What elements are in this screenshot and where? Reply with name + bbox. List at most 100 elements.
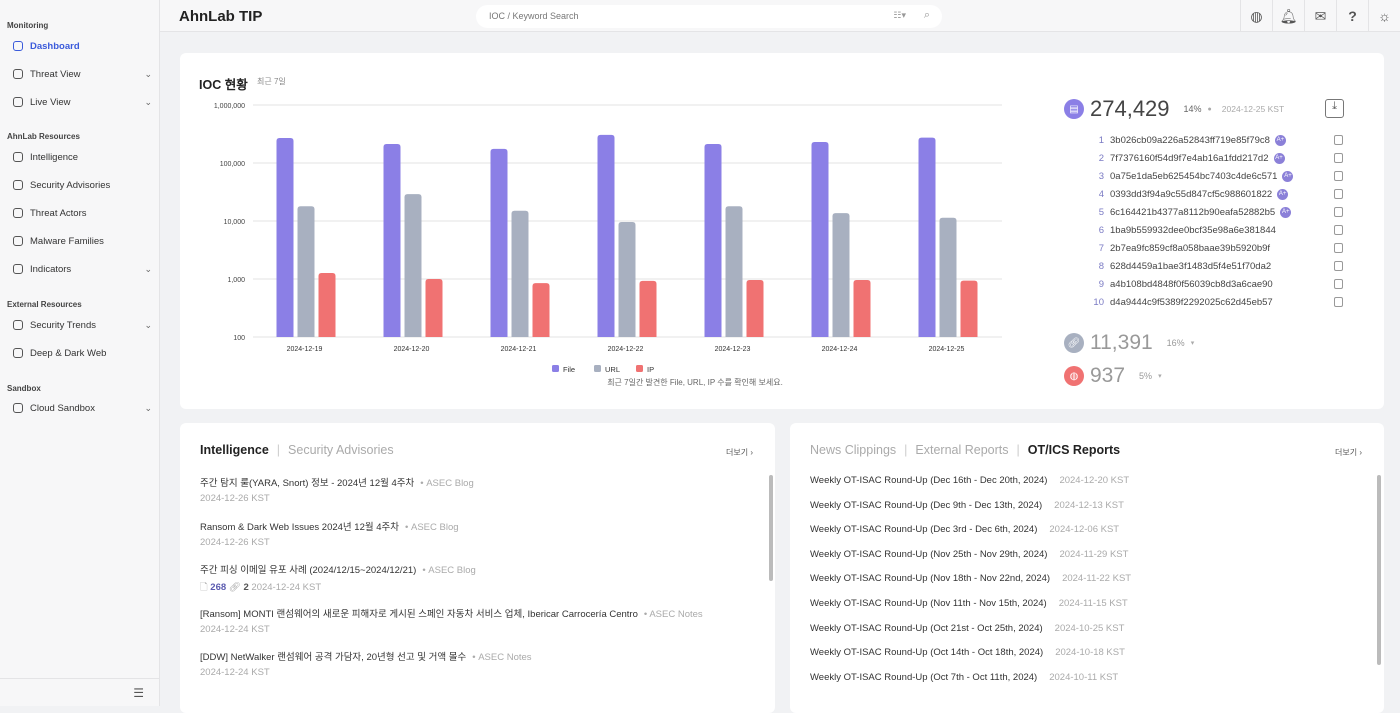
report-title[interactable]: Weekly OT-ISAC Round-Up (Oct 21st - Oct … [810,622,1043,634]
chevron-down-icon[interactable]: ⌄ [144,68,152,79]
hash-row[interactable]: 8 628d4459a1bae3f1483d5f4e51f70da2 [1088,257,1348,275]
hash-row[interactable]: 5 6c164421b4377a8112b90eafa52882b5 A+ [1088,203,1348,221]
hash-value[interactable]: 6c164421b4377a8112b90eafa52882b5 [1110,206,1276,218]
intel-item[interactable]: 주간 탐지 룰(YARA, Snort) 정보 - 2024년 12월 4주차 •… [200,478,474,489]
file-icon: 🗋︎ [200,582,208,593]
item-source: ASEC Notes [478,652,532,663]
chevron-down-icon[interactable]: ⌄ [144,263,152,274]
report-title[interactable]: Weekly OT-ISAC Round-Up (Nov 25th - Nov … [810,548,1048,560]
copy-clipboard-icon[interactable] [1334,261,1343,271]
globe-icon[interactable]: ◍ [1240,0,1272,32]
report-title[interactable]: Weekly OT-ISAC Round-Up (Dec 16th - Dec … [810,475,1048,486]
report-item[interactable]: Weekly OT-ISAC Round-Up (Nov 18th - Nov … [810,573,1131,584]
sidebar-item-security-advisories[interactable]: Security Advisories [8,175,152,195]
copy-clipboard-icon[interactable] [1334,189,1343,199]
hash-value[interactable]: 628d4459a1bae3f1483d5f4e51f70da2 [1110,260,1272,272]
copy-clipboard-icon[interactable] [1334,153,1343,163]
tab-ot-ics-reports[interactable]: OT/ICS Reports [1027,443,1121,457]
item-title[interactable]: Ransom & Dark Web Issues 2024년 12월 4주차 [200,521,400,533]
sidebar-item-malware-families[interactable]: Malware Families [8,231,152,251]
hash-row[interactable]: 6 1ba9b559932dee0bcf35e98a6e381844 [1088,221,1348,239]
sidebar-item-indicators[interactable]: Indicators ⌄ [8,259,152,279]
copy-clipboard-icon[interactable] [1334,135,1343,145]
hash-row[interactable]: 3 0a75e1da5eb625454bc7403c4de6c571 A+ [1088,167,1348,185]
hash-value[interactable]: 7f7376160f54d9f7e4ab16a1fdd217d2 [1110,152,1269,164]
intel-item[interactable]: Ransom & Dark Web Issues 2024년 12월 4주차 • … [200,521,459,533]
item-source: ASEC Blog [426,478,474,489]
tab-intelligence[interactable]: Intelligence [200,443,269,457]
tab-external-reports[interactable]: External Reports [915,443,1009,457]
copy-clipboard-icon[interactable] [1334,171,1343,181]
report-item[interactable]: Weekly OT-ISAC Round-Up (Dec 9th - Dec 1… [810,500,1124,511]
report-item[interactable]: Weekly OT-ISAC Round-Up (Dec 3rd - Dec 6… [810,524,1119,535]
tab-security-advisories[interactable]: Security Advisories [288,443,394,457]
sidebar-item-deep-dark-web[interactable]: Deep & Dark Web [8,343,152,363]
sidebar-item-intelligence[interactable]: Intelligence [8,147,152,167]
theme-toggle-icon[interactable]: ☼ [1368,0,1400,32]
report-item[interactable]: Weekly OT-ISAC Round-Up (Nov 11th - Nov … [810,598,1128,609]
sidebar-item-security-trends[interactable]: Security Trends ⌄ [8,315,152,335]
filter-list-icon[interactable]: ☷▾ [893,10,906,20]
report-item[interactable]: Weekly OT-ISAC Round-Up (Oct 14th - Oct … [810,647,1125,658]
hash-row[interactable]: 7 2b7ea9fc859cf8a058baae39b5920b9f [1088,239,1348,257]
copy-clipboard-icon[interactable] [1334,243,1343,253]
hash-value[interactable]: d4a9444c9f5389f2292025c62d45eb57 [1110,296,1273,308]
item-title[interactable]: 주간 탐지 룰(YARA, Snort) 정보 - 2024년 12월 4주차 [200,478,415,489]
collapse-menu-icon[interactable]: ☰ [133,686,144,700]
report-date: 2024-12-06 KST [1049,524,1120,536]
hash-value[interactable]: 2b7ea9fc859cf8a058baae39b5920b9f [1110,242,1271,254]
item-title[interactable]: 주간 피싱 이메일 유포 사례 (2024/12/15~2024/12/21) [200,565,417,576]
report-title[interactable]: Weekly OT-ISAC Round-Up (Nov 11th - Nov … [810,598,1047,609]
hash-value[interactable]: a4b108bd4848f0f56039cb8d3a6cae90 [1110,278,1273,290]
hash-value[interactable]: 3b026cb09a226a52843ff719e85f79c8 [1110,134,1270,146]
mail-icon[interactable]: ✉ [1304,0,1336,32]
hash-value[interactable]: 0a75e1da5eb625454bc7403c4de6c571 [1110,170,1278,182]
download-button[interactable]: ⤓ [1325,99,1344,118]
intel-item[interactable]: [Ransom] MONTI 랜섬웨어의 새로운 피해자로 게시된 스페인 자동… [200,608,703,620]
search-icon[interactable]: ⌕ [923,9,930,21]
search-input[interactable]: IOC / Keyword Search ☷▾ ⌕ [476,5,942,28]
copy-clipboard-icon[interactable] [1334,207,1343,217]
report-item[interactable]: Weekly OT-ISAC Round-Up (Oct 7th - Oct 1… [810,672,1118,683]
hash-row[interactable]: 1 3b026cb09a226a52843ff719e85f79c8 A+ [1088,131,1348,149]
nav-label: Security Trends [30,319,96,331]
chevron-down-icon[interactable]: ⌄ [144,96,152,107]
copy-clipboard-icon[interactable] [1334,297,1343,307]
hash-row[interactable]: 9 a4b108bd4848f0f56039cb8d3a6cae90 [1088,275,1348,293]
report-title[interactable]: Weekly OT-ISAC Round-Up (Nov 18th - Nov … [810,573,1051,585]
logo[interactable]: AhnLab TIP [179,8,263,25]
scrollbar[interactable] [1377,475,1381,665]
chevron-down-icon[interactable]: ⌄ [144,319,152,330]
report-title[interactable]: Weekly OT-ISAC Round-Up (Dec 9th - Dec 1… [810,499,1043,511]
item-date: 2024-12-24 KST [200,623,270,635]
scrollbar[interactable] [769,475,773,581]
report-title[interactable]: Weekly OT-ISAC Round-Up (Oct 7th - Oct 1… [810,671,1038,683]
sidebar-item-threat-actors[interactable]: Threat Actors [8,203,152,223]
intel-item[interactable]: [DDW] NetWalker 랜섬웨어 공격 가담자, 20년형 선고 및 거… [200,652,532,663]
item-title[interactable]: [DDW] NetWalker 랜섬웨어 공격 가담자, 20년형 선고 및 거… [200,652,467,663]
sidebar-item-live-view[interactable]: Live View ⌄ [8,92,152,112]
hash-value[interactable]: 1ba9b559932dee0bcf35e98a6e381844 [1110,224,1276,236]
chevron-down-icon[interactable]: ⌄ [144,402,152,413]
bell-icon[interactable]: 🔔︎ [1272,0,1304,32]
tab-news-clippings[interactable]: News Clippings [810,443,897,457]
more-link[interactable]: 더보기 › [726,448,753,457]
report-item[interactable]: Weekly OT-ISAC Round-Up (Nov 25th - Nov … [810,549,1128,560]
more-link[interactable]: 더보기 › [1335,448,1362,457]
copy-clipboard-icon[interactable] [1334,225,1343,235]
sidebar-item-threat-view[interactable]: Threat View ⌄ [8,64,152,84]
hash-value[interactable]: 0393dd3f94a9c55d847cf5c988601822 [1110,188,1273,200]
sidebar-item-cloud-sandbox[interactable]: Cloud Sandbox ⌄ [8,398,152,418]
report-title[interactable]: Weekly OT-ISAC Round-Up (Oct 14th - Oct … [810,647,1044,659]
hash-row[interactable]: 10 d4a9444c9f5389f2292025c62d45eb57 [1088,293,1348,311]
sidebar-item-dashboard[interactable]: Dashboard [8,36,152,56]
intel-item[interactable]: 주간 피싱 이메일 유포 사례 (2024/12/15~2024/12/21) •… [200,565,476,576]
item-title[interactable]: [Ransom] MONTI 랜섬웨어의 새로운 피해자로 게시된 스페인 자동… [200,608,638,620]
copy-clipboard-icon[interactable] [1334,279,1343,289]
report-item[interactable]: Weekly OT-ISAC Round-Up (Oct 21st - Oct … [810,623,1124,634]
help-icon[interactable]: ? [1336,0,1368,32]
hash-row[interactable]: 4 0393dd3f94a9c55d847cf5c988601822 A+ [1088,185,1348,203]
report-title[interactable]: Weekly OT-ISAC Round-Up (Dec 3rd - Dec 6… [810,524,1038,536]
report-item[interactable]: Weekly OT-ISAC Round-Up (Dec 16th - Dec … [810,475,1129,486]
hash-row[interactable]: 2 7f7376160f54d9f7e4ab16a1fdd217d2 A+ [1088,149,1348,167]
